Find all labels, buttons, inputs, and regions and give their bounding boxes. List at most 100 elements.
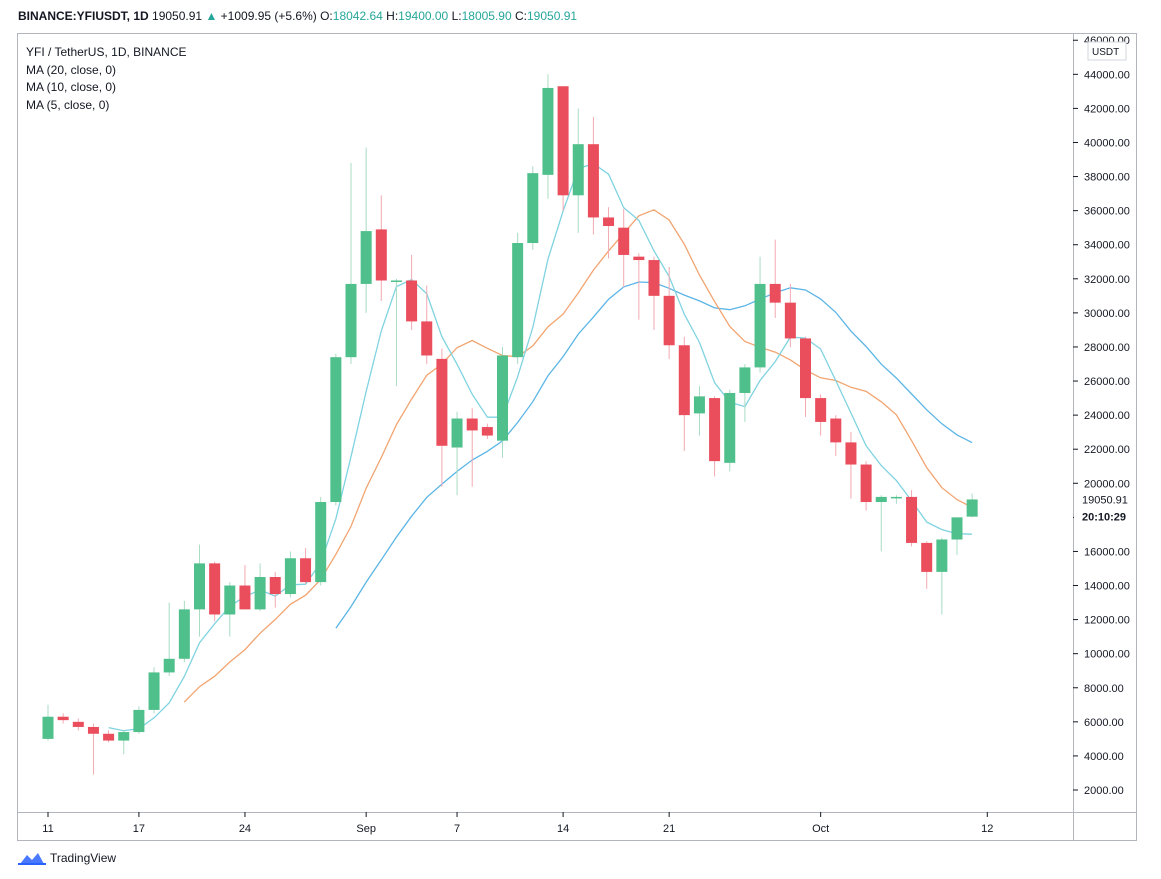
x-tick-label: 21 — [663, 823, 675, 835]
candle-down[interactable] — [815, 394, 827, 436]
candle-up[interactable] — [178, 600, 190, 663]
candle-down[interactable] — [633, 253, 645, 320]
candle-body — [406, 280, 418, 322]
candle-up[interactable] — [966, 493, 978, 518]
candle-up[interactable] — [739, 364, 751, 422]
candle-up[interactable] — [345, 162, 357, 364]
candle-down[interactable] — [678, 336, 690, 451]
candle-up[interactable] — [693, 386, 705, 436]
candle-down[interactable] — [375, 195, 387, 301]
candle-up[interactable] — [890, 495, 902, 504]
change-arrow-icon: ▲ — [205, 9, 218, 23]
candle-up[interactable] — [254, 563, 266, 612]
candle-body — [921, 542, 933, 572]
candle-down[interactable] — [87, 723, 99, 775]
candle-up[interactable] — [572, 108, 584, 233]
candle-body — [254, 577, 266, 610]
candle-down[interactable] — [239, 565, 251, 610]
candle-down[interactable] — [209, 561, 221, 622]
plot-frame — [17, 33, 1137, 841]
y-tick-label: 16000.00 — [1084, 546, 1130, 558]
candle-body — [436, 358, 448, 446]
x-tick-label: Sep — [356, 823, 376, 835]
candle-down[interactable] — [663, 266, 675, 359]
y-tick-label: 34000.00 — [1084, 240, 1130, 252]
candle-up[interactable] — [527, 166, 539, 250]
candle-down[interactable] — [800, 336, 811, 417]
candle-down[interactable] — [618, 208, 630, 288]
y-tick-label: 28000.00 — [1084, 342, 1130, 354]
y-tick-label: 42000.00 — [1084, 103, 1130, 115]
candle-body — [72, 721, 84, 727]
candle-down[interactable] — [481, 423, 493, 439]
candle-up[interactable] — [224, 582, 236, 637]
candle-down[interactable] — [72, 718, 84, 731]
candle-down[interactable] — [421, 285, 433, 364]
candle-down[interactable] — [103, 730, 115, 743]
candle-body — [133, 709, 145, 733]
last-price-label: 19050.91 — [1082, 494, 1128, 506]
candle-body — [754, 283, 766, 368]
candle-body — [512, 243, 524, 358]
candle-up[interactable] — [315, 496, 327, 586]
candle-down[interactable] — [269, 571, 281, 608]
symbol-name: BINANCE:YFIUSDT, 1D — [18, 9, 149, 23]
y-tick-label: 8000.00 — [1084, 683, 1124, 695]
candle-up[interactable] — [936, 537, 948, 615]
candle-down[interactable] — [603, 207, 615, 259]
candle-up[interactable] — [390, 278, 402, 387]
candle-down[interactable] — [921, 541, 933, 589]
candle-up[interactable] — [951, 517, 963, 555]
candle-down[interactable] — [436, 348, 448, 487]
y-tick-label: 10000.00 — [1084, 649, 1130, 661]
candle-up[interactable] — [724, 389, 736, 472]
price-change: +1009.95 (+5.6%) — [220, 9, 317, 23]
candle-up[interactable] — [148, 667, 160, 714]
candle-body — [421, 321, 433, 356]
candle-up[interactable] — [284, 551, 296, 598]
candle-down[interactable] — [906, 490, 918, 547]
chart-legend: YFI / TetherUS, 1D, BINANCE MA (20, clos… — [26, 44, 187, 114]
open-label: O: — [320, 9, 333, 23]
x-tick-label: 12 — [981, 823, 993, 835]
candle-body — [557, 86, 569, 196]
candle-body — [603, 217, 615, 226]
candle-down[interactable] — [406, 254, 418, 330]
candle-down[interactable] — [648, 256, 660, 330]
candle-up[interactable] — [875, 495, 887, 552]
candle-up[interactable] — [194, 544, 205, 637]
candle-up[interactable] — [451, 411, 463, 496]
y-tick-label: 4000.00 — [1084, 751, 1124, 763]
candle-body — [572, 144, 584, 196]
candle-up[interactable] — [330, 353, 342, 506]
candle-down[interactable] — [769, 239, 781, 318]
candle-down[interactable] — [784, 283, 796, 347]
candle-up[interactable] — [133, 706, 145, 734]
candle-down[interactable] — [557, 86, 569, 211]
candle-up[interactable] — [163, 602, 175, 676]
candle-body — [724, 392, 736, 463]
ma10-line — [183, 209, 973, 703]
candle-down[interactable] — [709, 396, 721, 477]
candle-body — [663, 295, 675, 346]
legend-ma5: MA (5, close, 0) — [26, 97, 110, 112]
candle-up[interactable] — [360, 147, 372, 313]
candle-down[interactable] — [587, 116, 599, 235]
candle-down[interactable] — [466, 408, 478, 487]
candle-up[interactable] — [497, 346, 508, 458]
tradingview-footer[interactable]: TradingView — [18, 850, 116, 866]
last-price: 19050.91 — [152, 9, 203, 23]
candle-up[interactable] — [512, 232, 524, 364]
candle-down[interactable] — [845, 432, 857, 499]
candle-down[interactable] — [300, 548, 312, 584]
candle-up[interactable] — [754, 256, 766, 373]
candle-body — [618, 227, 630, 255]
candle-up[interactable] — [42, 704, 54, 741]
candle-down[interactable] — [860, 461, 872, 511]
candle-body — [315, 502, 327, 583]
candle-down[interactable] — [57, 713, 69, 724]
candle-up[interactable] — [118, 730, 130, 755]
candle-up[interactable] — [542, 74, 554, 199]
candle-down[interactable] — [830, 415, 842, 457]
